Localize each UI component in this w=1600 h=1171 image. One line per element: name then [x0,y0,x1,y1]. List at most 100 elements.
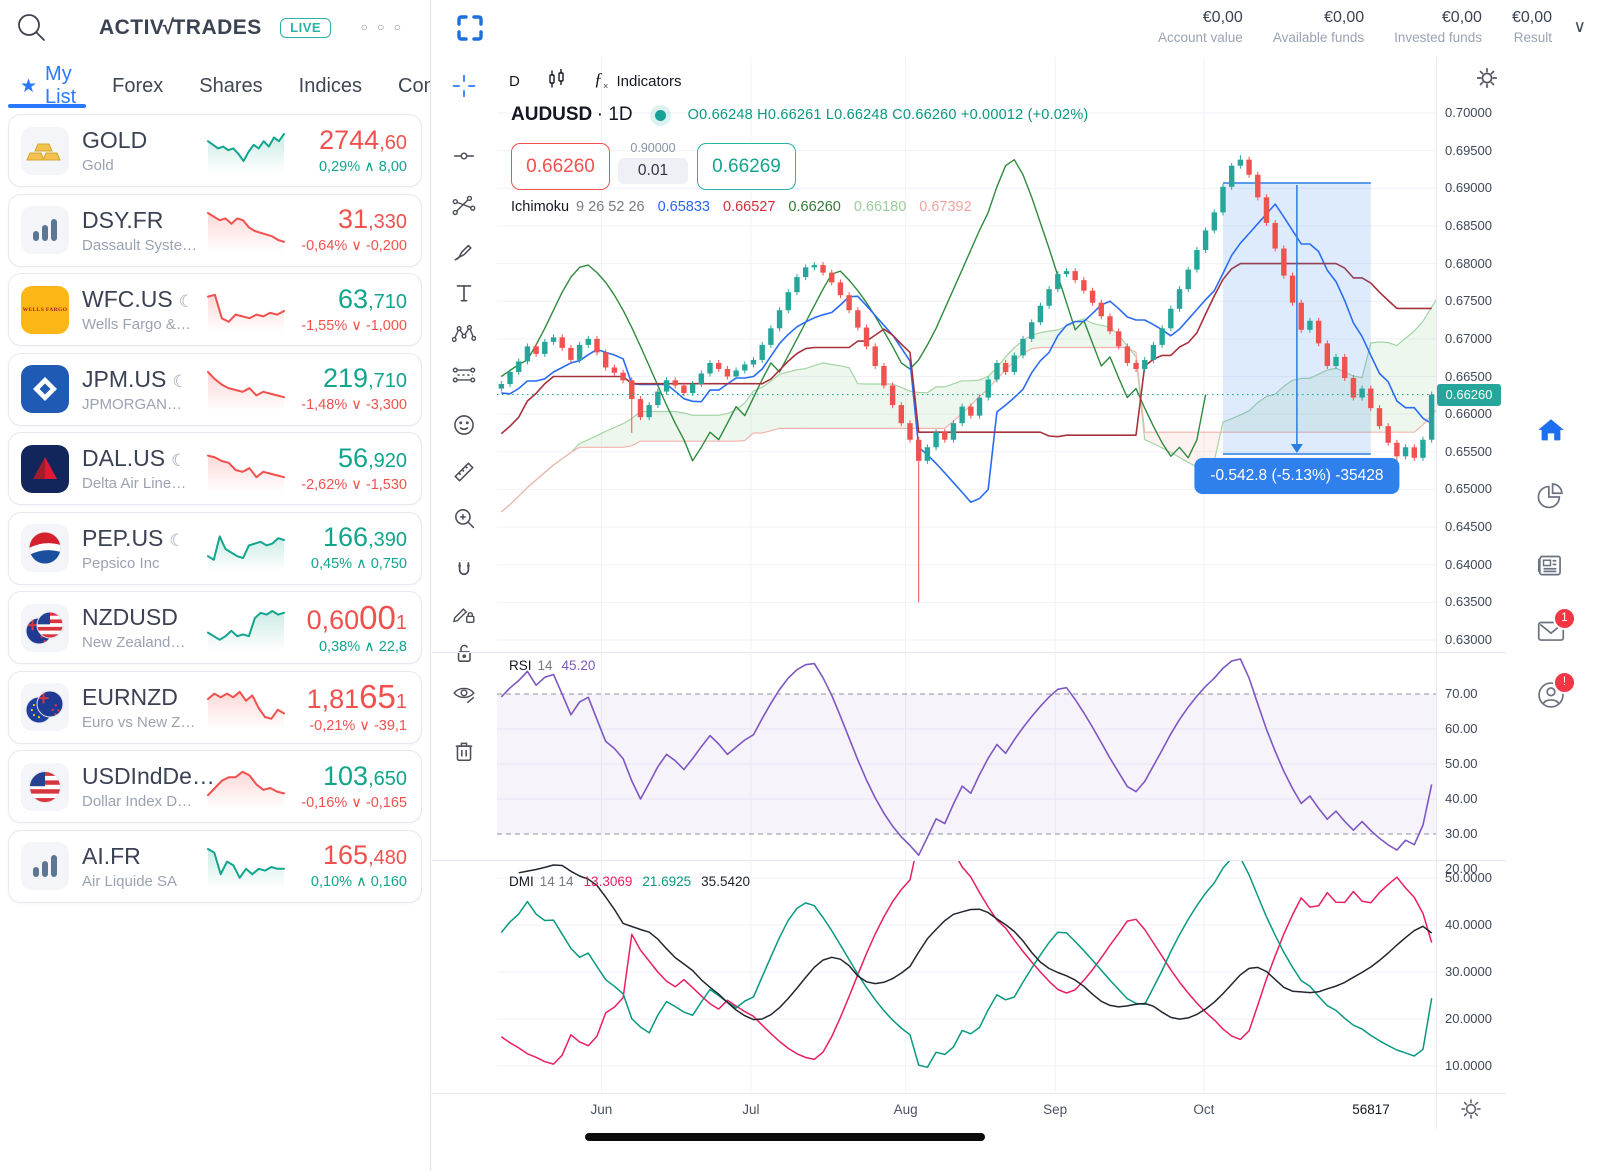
price-tick: 0.64500 [1445,519,1492,535]
price-tick: 0.67000 [1445,330,1492,346]
list-item-DSY.FR[interactable]: DSY.FR Dassault Syste… 31,330 -0,64% ∨ -0,2… [8,193,422,267]
symbol-name[interactable]: AUDUSD [511,104,593,125]
hide-eye-icon [452,682,476,706]
trash-tool[interactable] [452,739,476,763]
draw-lock-icon [452,601,476,625]
sparkline [207,206,285,254]
sidebar-item-portfolio[interactable] [1535,481,1567,513]
dmi-panel-chart[interactable] [497,860,1436,1093]
sell-button[interactable]: 0.66260 [511,143,610,190]
chevron-down-icon[interactable]: ∨ [1573,17,1586,36]
rsi-panel-chart[interactable] [497,652,1436,860]
right-sidebar: 1 ! [1506,57,1600,1171]
sidebar-item-home[interactable] [1535,415,1567,447]
candles-icon [546,68,568,94]
month-label: Jun [590,1102,613,1117]
price-tick: 0.64000 [1445,556,1492,572]
instrument-price: 56,920 [338,442,407,473]
instrument-ticker: USDIndDe… [82,763,215,789]
profile-icon [1535,682,1567,715]
rsi-legend[interactable]: RSI 14 45.20 [509,658,596,673]
zoom-in-tool[interactable] [452,506,476,530]
list-item-EURNZD[interactable]: EURNZD Euro vs New Z… 1,81651 -0,21% ∨ -39,… [8,670,422,744]
magnet-icon [452,559,476,583]
crosshair-tool[interactable] [452,74,476,98]
more-menu-button[interactable]: ○ ○ ○ [360,20,404,34]
instrument-price: 1,81651 [306,678,407,715]
price-tick: 0.70000 [1445,105,1492,120]
hide-eye-tool[interactable] [452,682,476,706]
fullscreen-button[interactable] [455,13,485,43]
list-item-AI.FR[interactable]: AI.FR Air Liquide SA 165,480 0,10% ∧ 0,160 [8,829,422,903]
spread-value: 0.01 [618,158,688,184]
trend-line-tool[interactable] [452,144,476,168]
brush-tool[interactable] [452,239,476,263]
panel-separator[interactable] [431,652,1506,653]
price-tick: 0.63500 [1445,594,1492,610]
instrument-change: 0,45% ∧ 0,750 [310,556,407,572]
market-closed-moon-icon: ☾ [169,530,185,550]
crosshair-icon [452,74,476,98]
instrument-change: -1,55% ∨ -1,000 [301,317,407,334]
instrument-price: 166,390 [323,522,407,552]
text-tool-tool[interactable] [452,281,476,305]
list-item-WFC.US[interactable]: WELLS FARGO WFC.US ☾ Wells Fargo &… 63,710 -1… [8,273,422,346]
list-item-NZDUSD[interactable]: NZDUSD New Zealand… 0,60001 0,38% ∧ 22,8 [8,591,422,664]
timeframe-button[interactable]: D [509,72,520,90]
pattern-tool-icon [452,322,476,346]
symbol-interval: · 1D [596,104,633,125]
lock-tool[interactable] [452,641,476,665]
dmi-tick: 20.0000 [1445,1011,1492,1026]
ruler-icon [452,460,476,484]
price-tick: 0.68500 [1445,217,1492,233]
list-item-GOLD[interactable]: GOLD Gold 2744,60 0,29% ∧ 8,00 [8,114,422,187]
indicators-button[interactable]: ƒ× Indicators [593,69,682,93]
home-icon [1535,419,1567,451]
pattern-tool-tool[interactable] [452,322,476,346]
instrument-price: 31,330 [338,204,407,234]
home-indicator[interactable] [585,1133,985,1141]
sidebar-item-news[interactable] [1535,549,1567,581]
chart-body: D ƒ× Indicators AUDUSD · 1D [431,57,1600,1171]
list-item-DAL.US[interactable]: DAL.US ☾ Delta Air Line… 56,920 -2,62% ∨ -1,… [8,432,422,505]
lines-tool-tool[interactable] [452,194,476,218]
list-item-USDIndDe[interactable]: USDIndDe… Dollar Index D… 103,650 -0,16% ∨ … [8,750,422,823]
rsi-tick: 30.00 [1445,826,1478,841]
measure-tooltip: -0.542.8 (-5.13%) -35428 [1194,458,1400,495]
price-tick: 0.65500 [1445,443,1492,459]
magnet-tool[interactable] [452,559,476,583]
sidebar-item-profile[interactable]: ! [1535,671,1576,711]
gold-bars-icon [21,126,69,175]
trend-line-icon [452,144,476,168]
ichimoku-legend[interactable]: Ichimoku 9 26 52 26 0.65833 0.66527 0.66260 0… [511,199,972,215]
sparkline [207,445,285,493]
ruler-tool[interactable] [452,460,476,484]
draw-lock-tool[interactable] [452,601,476,625]
tab-my-list[interactable]: ★ My List [8,63,87,108]
current-price-badge: 0.66260 [1437,383,1501,406]
search-button[interactable] [14,10,50,46]
tab-forex[interactable]: Forex [112,74,164,97]
chase-icon [21,365,69,413]
bar-countdown-label: 56817 [1352,1102,1390,1117]
panel-separator[interactable] [431,860,1506,861]
list-item-JPM.US[interactable]: JPM.US ☾ JPMORGAN… 219,710 -1,48% ∨ -3,300 [8,352,422,426]
instrument-change: 0,38% ∧ 22,8 [318,638,407,655]
buy-button[interactable]: 0.66269 [697,143,796,190]
tab-indices[interactable]: Indices [298,74,363,97]
chart-settings-button[interactable] [1475,66,1499,90]
channel-tool-tool[interactable] [452,363,476,387]
sidebar-item-mail[interactable]: 1 [1535,607,1576,647]
sparkline [207,842,285,890]
rsi-tick: 50.00 [1445,756,1478,771]
instrument-price: 2744,60 [319,124,407,155]
month-label: Aug [893,1102,918,1117]
list-item-PEP.US[interactable]: PEP.US ☾ Pepsico Inc 166,390 0,45% ∧ 0,750 [8,511,422,585]
dmi-legend[interactable]: DMI 14 14 13.3069 21.6925 35.5420 [509,874,750,889]
zoom-in-icon [452,506,476,530]
theme-button[interactable] [1460,1098,1482,1120]
tab-shares[interactable]: Shares [199,74,263,97]
instrument-ticker: WFC.US ☾ [82,286,194,312]
emoji-tool-tool[interactable] [452,413,476,437]
chart-style-button[interactable] [546,68,568,95]
